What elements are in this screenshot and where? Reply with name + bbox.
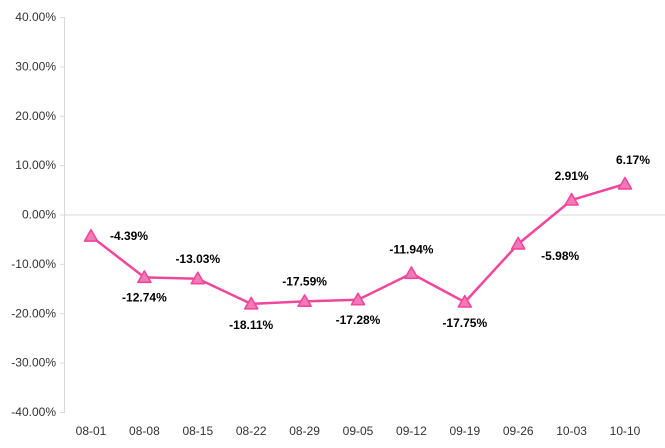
data-point-marker bbox=[137, 270, 152, 284]
y-tick-label: 40.00% bbox=[15, 10, 56, 24]
series-line bbox=[90, 182, 626, 306]
data-point-marker bbox=[350, 292, 366, 306]
data-point-marker bbox=[617, 176, 633, 190]
y-tick-label: -40.00% bbox=[11, 405, 56, 419]
data-point-marker bbox=[404, 266, 419, 280]
data-label: -13.03% bbox=[175, 252, 220, 266]
data-point-marker bbox=[190, 271, 206, 285]
data-label: 6.17% bbox=[616, 153, 650, 167]
y-tick-label: 0.00% bbox=[22, 208, 56, 222]
data-point-marker bbox=[297, 294, 312, 308]
data-label: -17.75% bbox=[442, 316, 487, 330]
x-tick-label: 09-26 bbox=[503, 424, 534, 438]
data-label: -5.98% bbox=[541, 249, 579, 263]
x-axis-ticks: 08-01 08-08 08-15 08-22 08-29 09-05 09-12 09-19… bbox=[76, 424, 641, 438]
data-label: -11.94% bbox=[389, 242, 433, 256]
data-labels: -4.39% -12.74% -13.03% -18.11% -17.59% -17.28… bbox=[110, 153, 650, 332]
data-label: -12.74% bbox=[122, 290, 167, 304]
data-point-marker bbox=[510, 236, 526, 250]
y-axis-ticks: 40.00% 30.00% 20.00% 10.00% 0.00% -10.00% -20.… bbox=[11, 10, 65, 419]
data-point-marker bbox=[564, 192, 579, 206]
chart-axes bbox=[64, 17, 665, 413]
x-tick-label: 10-10 bbox=[610, 424, 641, 438]
y-tick-label: 20.00% bbox=[15, 109, 56, 123]
x-tick-label: 09-12 bbox=[396, 424, 427, 438]
data-label: 2.91% bbox=[555, 169, 589, 183]
x-tick-label: 08-15 bbox=[182, 424, 213, 438]
data-label: -18.11% bbox=[229, 318, 273, 332]
y-tick-label: -20.00% bbox=[11, 306, 56, 320]
x-tick-label: 09-05 bbox=[343, 424, 374, 438]
x-tick-label: 08-08 bbox=[129, 424, 160, 438]
data-point-marker bbox=[243, 296, 259, 310]
y-tick-label: 30.00% bbox=[15, 59, 56, 73]
y-tick-label: 10.00% bbox=[15, 158, 56, 172]
x-tick-label: 10-03 bbox=[556, 424, 587, 438]
x-tick-label: 09-19 bbox=[449, 424, 480, 438]
x-tick-label: 08-22 bbox=[236, 424, 267, 438]
x-tick-label: 08-01 bbox=[76, 424, 107, 438]
data-point-marker bbox=[457, 294, 473, 308]
y-tick-label: -10.00% bbox=[11, 257, 56, 271]
y-tick-label: -30.00% bbox=[11, 356, 56, 370]
series-line-group bbox=[83, 176, 633, 310]
x-tick-label: 08-29 bbox=[289, 424, 320, 438]
data-label: -17.28% bbox=[336, 313, 381, 327]
data-label: -4.39% bbox=[110, 229, 148, 243]
data-label: -17.59% bbox=[282, 274, 327, 288]
data-point-marker bbox=[83, 228, 99, 242]
